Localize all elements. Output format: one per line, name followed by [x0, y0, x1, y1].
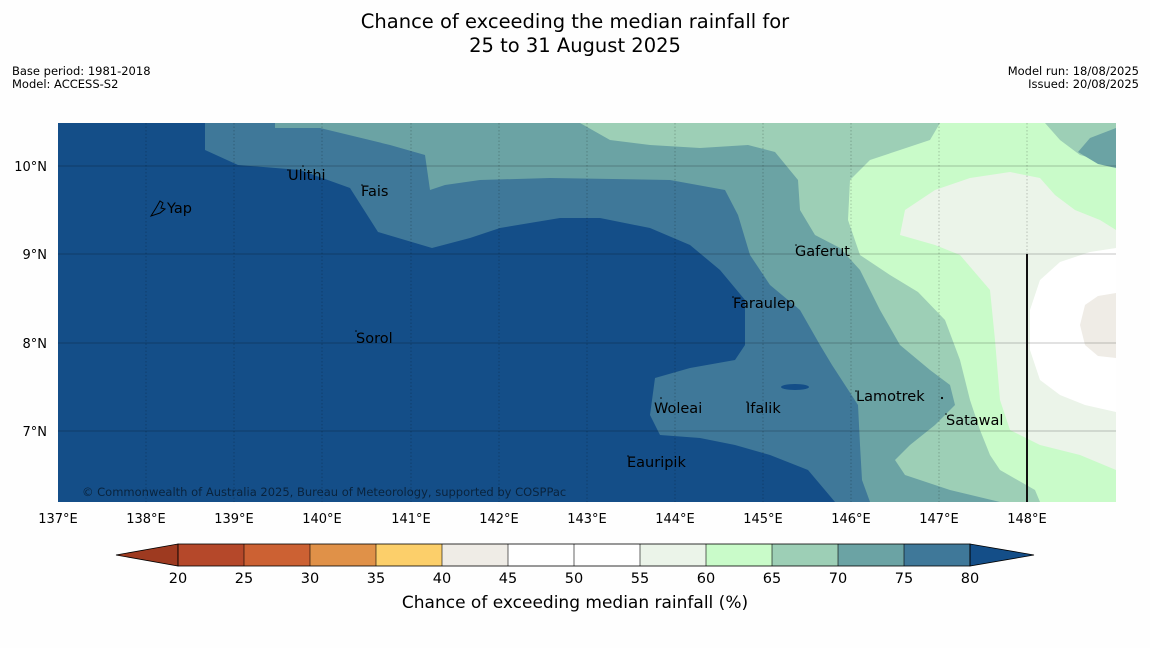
contour-40-45 — [1080, 293, 1116, 358]
lat-label-9n: 9°N — [23, 248, 48, 263]
colorbar-under-triangle — [115, 543, 179, 567]
colorbar-tick-70: 70 — [829, 571, 847, 587]
model-run-text: Model run: 18/08/2025 — [1007, 64, 1139, 78]
colorbar-tick-40: 40 — [433, 571, 451, 587]
lon-label-148e: 148°E — [1007, 512, 1047, 527]
colorbar-tick-60: 60 — [697, 571, 715, 587]
place-label-ifalik: Ifalik — [746, 401, 781, 417]
colorbar-bin-50-55 — [574, 544, 640, 566]
base-info: Base period: 1981-2018 Model: ACCESS-S2 — [12, 65, 151, 90]
colorbar-bin-35-40 — [376, 544, 442, 566]
place-label-sorol: Sorol — [356, 331, 393, 347]
place-label-ulithi: Ulithi — [288, 168, 326, 184]
colorbar-bin-70-75 — [838, 544, 904, 566]
place-label-satawal: Satawal — [946, 413, 1003, 429]
title-line-1: Chance of exceeding the median rainfall … — [360, 10, 790, 33]
colorbar-tick-25: 25 — [235, 571, 253, 587]
colorbar-bin-45-50 — [508, 544, 574, 566]
lon-label-139e: 139°E — [214, 512, 254, 527]
lon-label-140e: 140°E — [302, 512, 342, 527]
colorbar-tick-50: 50 — [565, 571, 583, 587]
colorbar-title: Chance of exceeding median rainfall (%) — [401, 593, 749, 613]
place-label-gaferut: Gaferut — [795, 244, 850, 260]
lon-label-145e: 145°E — [743, 512, 783, 527]
lat-label-7n: 7°N — [23, 425, 48, 440]
gridlines — [58, 123, 1116, 502]
contour-45-55 — [1030, 248, 1116, 412]
map-title: Chance of exceeding the median rainfall … — [0, 10, 1150, 58]
colorbar-tick-80: 80 — [961, 571, 979, 587]
lon-label-141e: 141°E — [391, 512, 431, 527]
colorbar-tick-30: 30 — [301, 571, 319, 587]
copyright-text: © Commonwealth of Australia 2025, Bureau… — [82, 485, 566, 499]
colorbar-bin-65-70 — [772, 544, 838, 566]
colorbar-bin-40-45 — [442, 544, 508, 566]
colorbar-bin-30-35 — [310, 544, 376, 566]
yap-island-shape — [149, 200, 167, 217]
place-label-woleai: Woleai — [654, 401, 702, 417]
colorbar-tick-55: 55 — [631, 571, 649, 587]
lat-label-8n: 8°N — [23, 337, 48, 352]
colorbar-bin-55-60 — [640, 544, 706, 566]
colorbar-bin-20-25 — [178, 544, 244, 566]
issued-text: Issued: 20/08/2025 — [1028, 76, 1139, 91]
place-label-faraulep: Faraulep — [733, 296, 795, 312]
colorbar-bin-75-80 — [904, 544, 970, 566]
lon-label-144e: 144°E — [655, 512, 695, 527]
colorbar — [115, 543, 1035, 567]
contour-80-blob — [781, 384, 809, 390]
place-label-eauripik: Eauripik — [627, 455, 686, 471]
colorbar-tick-75: 75 — [895, 571, 913, 587]
lon-label-137e: 137°E — [38, 512, 78, 527]
title-line-2: 25 to 31 August 2025 — [469, 34, 681, 57]
island-dots — [287, 165, 947, 457]
colorbar-tick-35: 35 — [367, 571, 385, 587]
lon-label-147e: 147°E — [919, 512, 959, 527]
colorbar-over-triangle — [969, 543, 1035, 567]
colorbar-tick-20: 20 — [169, 571, 187, 587]
lon-label-138e: 138°E — [126, 512, 166, 527]
colorbar-bin-25-30 — [244, 544, 310, 566]
lon-label-146e: 146°E — [831, 512, 871, 527]
colorbar-bin-60-65 — [706, 544, 772, 566]
lon-label-143e: 143°E — [567, 512, 607, 527]
contour-70-75-patch — [1078, 128, 1116, 168]
place-label-lamotrek: Lamotrek — [856, 389, 925, 405]
colorbar-tick-65: 65 — [763, 571, 781, 587]
place-label-fais: Fais — [361, 184, 388, 200]
model-text: Model: ACCESS-S2 — [12, 76, 119, 91]
rainfall-contour-layer — [58, 123, 1116, 502]
lat-label-10n: 10°N — [14, 160, 47, 175]
run-info: Model run: 18/08/2025 Issued: 20/08/2025 — [1008, 65, 1139, 90]
lon-label-142e: 142°E — [479, 512, 519, 527]
colorbar-tick-45: 45 — [499, 571, 517, 587]
place-label-yap: Yap — [166, 201, 192, 217]
base-period-text: Base period: 1981-2018 — [12, 64, 151, 78]
